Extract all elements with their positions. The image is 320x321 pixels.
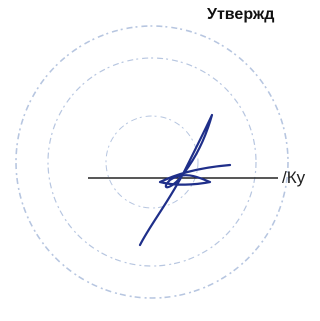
signatory-name: /Ку bbox=[282, 168, 305, 188]
stamp-and-signature bbox=[0, 0, 309, 321]
approval-heading: Утвержд bbox=[207, 6, 274, 24]
stamp-center-ring bbox=[106, 116, 198, 208]
stamp bbox=[16, 26, 288, 298]
stamp-inner-ring bbox=[48, 58, 256, 266]
signature bbox=[140, 115, 230, 245]
stamp-outer-ring bbox=[16, 26, 288, 298]
document-page: Утвержд /Ку bbox=[0, 0, 309, 321]
